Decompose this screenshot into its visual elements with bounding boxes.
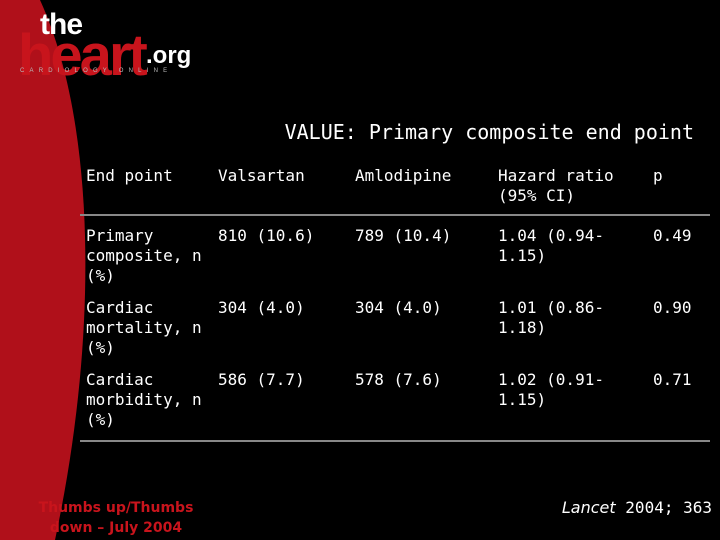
table-cell: 578 (7.6) [349,366,492,442]
table-row: Cardiac morbidity, n (%) 586 (7.7) 578 (7.… [80,366,710,442]
table-row: Cardiac mortality, n (%) 304 (4.0) 304 (4.… [80,294,710,366]
table-cell: Amlodipine [349,162,492,216]
table-cell: 810 (10.6) [218,226,315,245]
footer-note: Thumbs up/Thumbs down – July 2004 [38,500,194,536]
logo-the: the [40,8,83,41]
table-cell: 0.90 [653,298,692,317]
red-curve [0,0,86,540]
table-cell: Hazard ratio (95% CI) [492,162,647,216]
table-cell: 1.02 (0.91-1.15) [492,366,647,442]
table-row: End point Valsartan Amlodipine Hazard ratio… [80,162,710,216]
table-cell: p [647,162,710,216]
logo-heart: heart [18,23,148,88]
results-table: End point Valsartan Amlodipine Hazard ratio… [80,162,710,442]
table-cell: 1.04 (0.94-1.15) [498,226,604,265]
table-cell: Cardiac morbidity, n (%) [80,366,212,442]
journal: Lancet [561,498,616,517]
logo-org: .org [146,42,192,69]
table-cell: Primary composite, n (%) [86,226,202,285]
table-row: Primary composite, n (%) 810 (10.6) 789 (1… [80,215,710,294]
table-cell: 789 (10.4) [355,226,452,245]
table-cell: 304 (4.0) [355,298,442,317]
logo-tagline: CARDIOLOGY ONLINE [20,68,173,74]
table-cell: 586 (7.7) [212,366,349,442]
table-cell: End point [80,162,212,216]
table-cell: 1.01 (0.86-1.18) [498,298,604,337]
table-cell: 0.49 [653,226,692,245]
table-cell: Valsartan [212,162,349,216]
table-cell: 0.71 [647,366,710,442]
citation: Lancet 2004; 363 [562,498,712,517]
citation-text: 2004; 363 [625,498,712,517]
slide-title: VALUE: Primary composite end point [284,120,694,144]
table-cell: 304 (4.0) [218,298,305,317]
table-cell: Cardiac mortality, n (%) [86,298,202,357]
